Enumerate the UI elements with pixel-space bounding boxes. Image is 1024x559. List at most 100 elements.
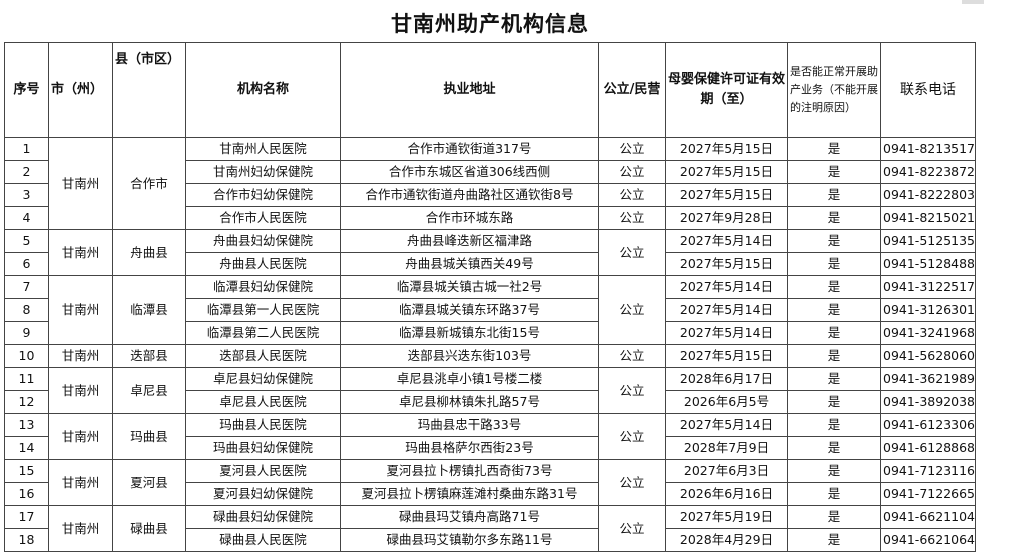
institution-name: 迭部县人民医院 [185,344,341,368]
row-number: 12 [4,390,49,414]
institution-name: 临潭县第二人民医院 [185,321,341,345]
table-row: 10 甘南州 迭部县 迭部县人民医院 迭部县兴迭东街103号 公立 2027年5月15日是 0… [4,344,976,368]
header-county: 县（市区） [112,42,186,138]
institution-address: 碌曲县玛艾镇勒尔多东路11号 [340,528,599,552]
license-expiry: 2027年5月15日 [665,160,788,184]
contact-phone: 0941-8215021 [880,206,976,230]
table-row: 7 甘南州 临潭县 临潭县妇幼保健院 临潭县城关镇古城一社2号 公立 2027年5月14日是… [4,275,976,345]
county-cell: 迭部县 [112,344,186,368]
row-number: 14 [4,436,49,460]
row-number: 17 [4,505,49,529]
ownership-type: 公立 [598,413,666,460]
row-number: 1 [4,137,49,161]
institution-address: 卓尼县洮卓小镇1号楼二楼 [340,367,599,391]
contact-phone: 0941-7123116 [880,459,976,483]
contact-phone: 0941-3892038 [880,390,976,414]
institution-address: 合作市通钦街道舟曲路社区通钦街8号 [340,183,599,207]
license-expiry: 2028年7月9日 [665,436,788,460]
ownership-type: 公立 [598,137,666,161]
county-cell: 夏河县 [112,459,186,506]
license-expiry: 2027年5月15日 [665,137,788,161]
row-number: 2 [4,160,49,184]
license-expiry: 2027年5月15日 [665,252,788,276]
institution-name: 碌曲县妇幼保健院 [185,505,341,529]
table-row: 12 卓尼县人民医院 卓尼县柳林镇朱扎路57号 2026年6月5号是 0941-3892… [4,390,976,414]
institution-name: 临潭县第一人民医院 [185,298,341,322]
institution-address: 舟曲县峰迭新区福津路 [340,229,599,253]
scroll-indicator [962,0,984,4]
service-available: 是 [787,160,881,184]
header-name: 机构名称 [185,42,341,138]
row-number: 10 [4,344,49,368]
row-number: 4 [4,206,49,230]
ownership-type: 公立 [598,344,666,368]
contact-phone: 0941-5628060 [880,344,976,368]
license-expiry: 2027年5月14日 [665,229,788,253]
row-number: 15 [4,459,49,483]
row-number: 16 [4,482,49,506]
service-available: 是 [787,229,881,253]
institution-address: 玛曲县格萨尔西街23号 [340,436,599,460]
header-row: 序号 市（州） 县（市区） 机构名称 执业地址 公立/民营 母婴保健许可证有效期… [4,42,976,138]
ownership-type: 公立 [598,183,666,207]
license-expiry: 2027年5月14日 [665,321,788,345]
service-available: 是 [787,413,881,437]
license-expiry: 2027年5月15日 [665,344,788,368]
institution-address: 舟曲县城关镇西关49号 [340,252,599,276]
institution-address: 迭部县兴迭东街103号 [340,344,599,368]
service-available: 是 [787,321,881,345]
license-expiry: 2028年6月17日 [665,367,788,391]
table-row: 11 甘南州 卓尼县 卓尼县妇幼保健院 卓尼县洮卓小镇1号楼二楼 公立 2028年6月17日… [4,367,976,414]
contact-phone: 0941-5125135 [880,229,976,253]
service-available: 是 [787,367,881,391]
institution-address: 合作市通钦街道317号 [340,137,599,161]
row-number: 5 [4,229,49,253]
institution-address: 临潭县城关镇东环路37号 [340,298,599,322]
header-type: 公立/民营 [598,42,666,138]
institution-address: 临潭县城关镇古城一社2号 [340,275,599,299]
license-expiry: 2027年5月14日 [665,298,788,322]
row-number: 9 [4,321,49,345]
row-number: 13 [4,413,49,437]
county-cell: 合作市 [112,137,186,230]
city-cell: 甘南州 [48,459,113,506]
contact-phone: 0941-3621989 [880,367,976,391]
header-address: 执业地址 [340,42,599,138]
ownership-type: 公立 [598,206,666,230]
city-cell: 甘南州 [48,367,113,414]
license-expiry: 2026年6月5号 [665,390,788,414]
county-cell: 舟曲县 [112,229,186,276]
institution-name: 夏河县人民医院 [185,459,341,483]
license-expiry: 2027年6月3日 [665,459,788,483]
contact-phone: 0941-7122665 [880,482,976,506]
institution-name: 甘南州妇幼保健院 [185,160,341,184]
table-row: 17 甘南州 碌曲县 碌曲县妇幼保健院 碌曲县玛艾镇舟高路71号 公立 2027年5月19日… [4,505,976,552]
row-number: 7 [4,275,49,299]
header-phone: 联系电话 [880,42,976,138]
service-available: 是 [787,137,881,161]
table-row: 15 甘南州 夏河县 夏河县人民医院 夏河县拉卜楞镇扎西奇街73号 公立 2027年6月3日… [4,459,976,506]
city-cell: 甘南州 [48,505,113,552]
header-city: 市（州） [48,42,113,138]
table-row: 2 甘南州妇幼保健院 合作市东城区省道306线西侧 公立 2027年5月15日是 0941… [4,160,976,184]
institution-table: 序号 市（州） 县（市区） 机构名称 执业地址 公立/民营 母婴保健许可证有效期… [4,42,976,552]
institution-address: 卓尼县柳林镇朱扎路57号 [340,390,599,414]
page-title: 甘南州助产机构信息 [391,12,589,36]
institution-name: 卓尼县妇幼保健院 [185,367,341,391]
contact-phone: 0941-8213517 [880,137,976,161]
county-cell: 碌曲县 [112,505,186,552]
ownership-type: 公立 [598,160,666,184]
contact-phone: 0941-3122517 [880,275,976,299]
ownership-type: 公立 [598,505,666,552]
institution-address: 碌曲县玛艾镇舟高路71号 [340,505,599,529]
header-expiry: 母婴保健许可证有效期（至） [665,42,788,138]
service-available: 是 [787,252,881,276]
institution-name: 舟曲县妇幼保健院 [185,229,341,253]
ownership-type: 公立 [598,367,666,414]
institution-address: 临潭县新城镇东北街15号 [340,321,599,345]
institution-name: 卓尼县人民医院 [185,390,341,414]
institution-name: 合作市人民医院 [185,206,341,230]
table-row: 18 碌曲县人民医院 碌曲县玛艾镇勒尔多东路11号 2028年4月29日是 0941-6… [4,528,976,552]
institution-name: 甘南州人民医院 [185,137,341,161]
county-cell: 临潭县 [112,275,186,345]
